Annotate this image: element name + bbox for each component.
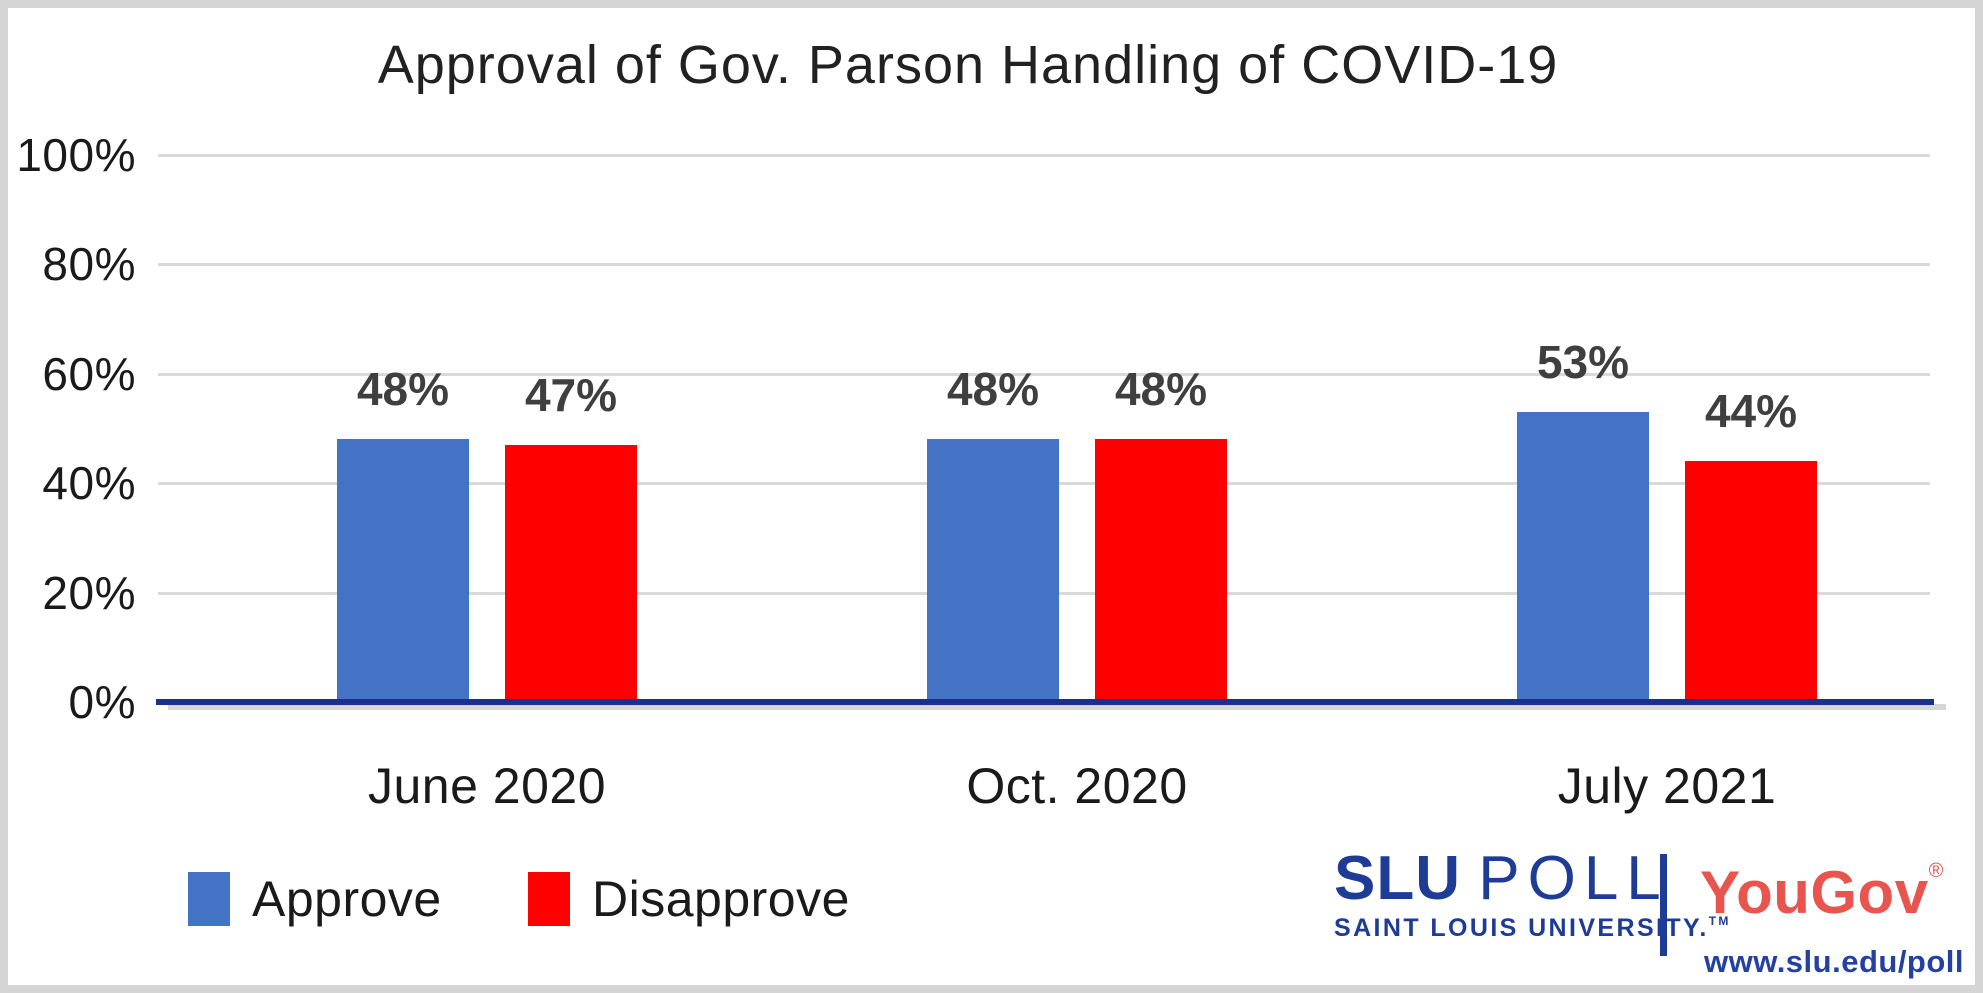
bar-disapprove	[1095, 439, 1227, 702]
legend-swatch-disapprove	[528, 872, 570, 926]
y-axis-tick-label: 100%	[16, 129, 136, 181]
plot-area: 0% 20% 40% 60% 80% 100% 48% 47% June 2020 48% 48% O…	[8, 8, 1975, 985]
y-axis-tick-label: 0%	[68, 676, 136, 728]
legend: Approve Disapprove	[8, 864, 1008, 934]
bar-approve	[927, 439, 1059, 702]
slu-poll-logo: SLU POLL SAINT LOUIS UNIVERSITY.TM	[1334, 848, 1731, 943]
bar-disapprove	[505, 444, 637, 702]
yougov-wordmark: YouGov	[1700, 859, 1929, 926]
legend-label: Approve	[252, 871, 442, 927]
gridline	[158, 372, 1930, 376]
y-axis-tick-label: 60%	[42, 347, 136, 400]
bar-value-label: 53%	[1536, 336, 1630, 389]
legend-item: Disapprove	[528, 864, 850, 934]
legend-swatch-approve	[188, 872, 230, 926]
x-axis-category-label: Oct. 2020	[966, 758, 1188, 814]
legend-item: Approve	[188, 864, 442, 934]
y-axis-tick-label: 40%	[42, 457, 136, 510]
bar-value-label: 48%	[1114, 363, 1208, 416]
bar-value-label: 48%	[946, 363, 1040, 416]
x-axis-category-label: June 2020	[367, 758, 607, 814]
legend-label: Disapprove	[592, 871, 850, 927]
bar-value-label: 47%	[524, 368, 618, 421]
logo-divider	[1660, 854, 1667, 956]
branding-footer: SLU POLL SAINT LOUIS UNIVERSITY.TM YouGo…	[1328, 848, 1964, 985]
y-axis-tick-label: 80%	[42, 238, 136, 291]
poll-url: www.slu.edu/poll	[1704, 944, 1965, 979]
trademark-mark: TM	[1708, 914, 1731, 928]
registered-mark: ®	[1928, 860, 1944, 882]
gridline	[158, 154, 1930, 157]
bar-approve	[1517, 412, 1649, 702]
bar-value-label: 48%	[356, 363, 450, 416]
bar-approve	[337, 439, 469, 702]
yougov-logo: YouGov®	[1700, 858, 1943, 927]
y-axis-tick-label: 20%	[42, 566, 136, 619]
slu-wordmark-bold: SLU	[1334, 844, 1461, 913]
slu-poll-wordmark: SLU POLL	[1334, 848, 1731, 910]
x-axis-category-label: July 2021	[1557, 758, 1777, 814]
axis-baseline	[156, 699, 1934, 705]
slu-subtitle-text: SAINT LOUIS UNIVERSITY.	[1334, 914, 1709, 942]
bar-disapprove	[1685, 461, 1817, 702]
slu-subtitle: SAINT LOUIS UNIVERSITY.TM	[1334, 914, 1731, 943]
bar-value-label: 44%	[1704, 385, 1798, 438]
chart-title: Approval of Gov. Parson Handling of COVI…	[377, 35, 1559, 95]
gridline	[158, 263, 1930, 267]
poll-wordmark-light: POLL	[1478, 844, 1669, 913]
